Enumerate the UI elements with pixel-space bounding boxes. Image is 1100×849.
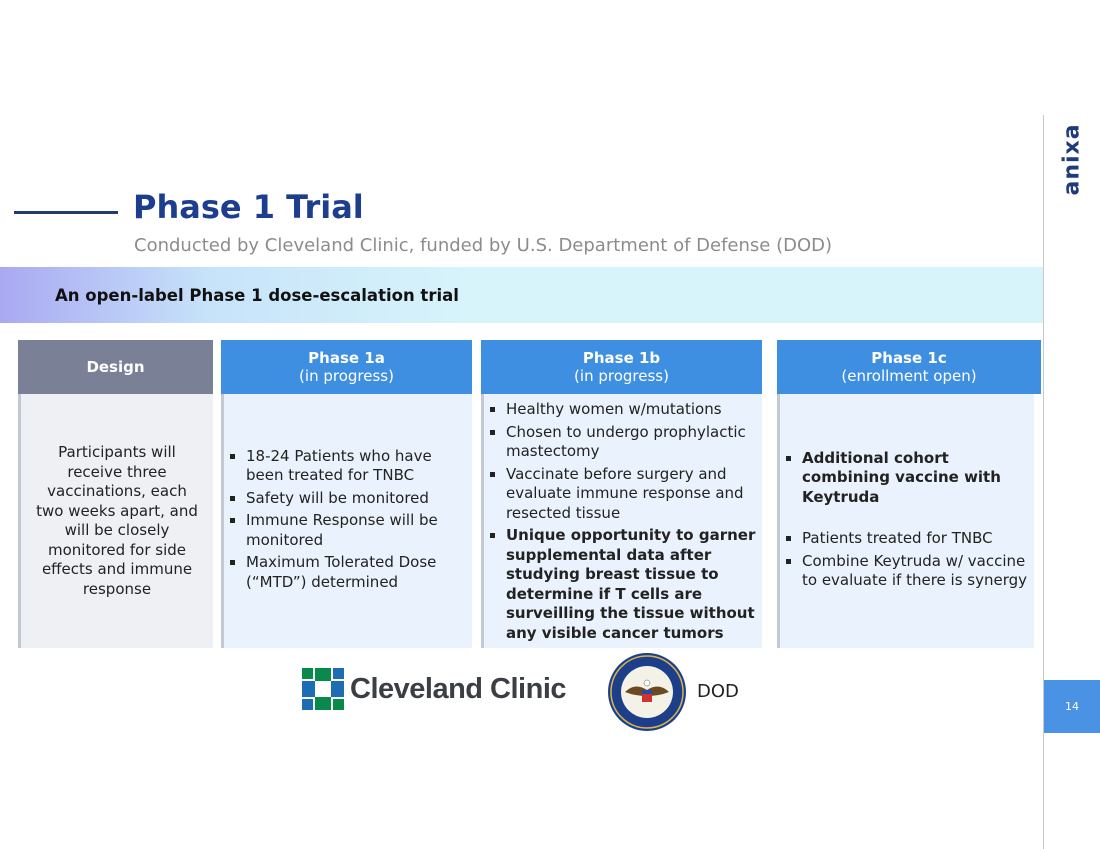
column-status: (in progress) xyxy=(574,367,669,385)
banner-text: An open-label Phase 1 dose-escalation tr… xyxy=(55,286,459,305)
column-title: Phase 1b xyxy=(582,349,661,367)
bullet: Vaccinate before surgery and evaluate im… xyxy=(490,465,756,524)
column: Design Participants will receive three va… xyxy=(18,340,213,648)
column-title: Design xyxy=(86,358,145,376)
column-body: Additional cohort combining vaccine with… xyxy=(777,394,1034,648)
column-header: Phase 1b (in progress) xyxy=(481,340,762,394)
column-body: Participants will receive three vaccinat… xyxy=(18,394,213,648)
bullet: Healthy women w/mutations xyxy=(490,400,756,420)
banner: An open-label Phase 1 dose-escalation tr… xyxy=(0,267,1044,323)
page-number: 14 xyxy=(1044,680,1100,733)
bullet-list: Additional cohort combining vaccine with… xyxy=(780,449,1034,594)
bullet: Additional cohort combining vaccine with… xyxy=(786,449,1028,508)
column-status: (enrollment open) xyxy=(841,367,977,385)
column-body: Healthy women w/mutations Chosen to under… xyxy=(481,394,762,648)
title: Phase 1 Trial xyxy=(133,188,364,226)
bullet-list: 18-24 Patients who have been treated for… xyxy=(224,447,472,596)
column-header: Phase 1a (in progress) xyxy=(221,340,472,394)
dod-seal xyxy=(608,653,686,731)
column-body: 18-24 Patients who have been treated for… xyxy=(221,394,472,648)
column-text: Participants will receive three vaccinat… xyxy=(36,443,198,598)
column-header: Design xyxy=(18,340,213,394)
title-rule xyxy=(14,211,118,214)
bullet-list: Healthy women w/mutations Chosen to under… xyxy=(484,400,762,646)
column: Phase 1a (in progress) 18-24 Patients who … xyxy=(221,340,472,648)
dod-label: DOD xyxy=(697,681,739,702)
column: Phase 1c (enrollment open) Additional coho… xyxy=(777,340,1041,648)
clinic-name: Cleveland Clinic xyxy=(350,672,567,705)
clinic-cross xyxy=(302,668,344,710)
bullet: Patients treated for TNBC xyxy=(786,529,1028,549)
column: Phase 1b (in progress) Healthy women w/mut… xyxy=(481,340,762,648)
column-title: Phase 1c xyxy=(871,349,947,367)
bullet: Safety will be monitored xyxy=(230,489,466,509)
bullet: Unique opportunity to garner supplementa… xyxy=(490,526,756,642)
bullet: Immune Response will be monitored xyxy=(230,511,466,550)
column-title: Phase 1a xyxy=(308,349,385,367)
bullet: Combine Keytruda w/ vaccine to evaluate … xyxy=(786,551,1028,589)
side-rule xyxy=(1043,115,1044,849)
brand: anixa xyxy=(1059,123,1085,196)
subtitle: Conducted by Cleveland Clinic, funded by… xyxy=(134,235,833,256)
column-header: Phase 1c (enrollment open) xyxy=(777,340,1041,394)
bullet: 18-24 Patients who have been treated for… xyxy=(230,447,466,486)
bullet: Maximum Tolerated Dose (“MTD”) determine… xyxy=(230,553,466,592)
clinic-logo: Cleveland Clinic xyxy=(302,668,567,710)
bullet: Chosen to undergo prophylactic mastectom… xyxy=(490,423,756,462)
column-status: (in progress) xyxy=(299,367,394,385)
